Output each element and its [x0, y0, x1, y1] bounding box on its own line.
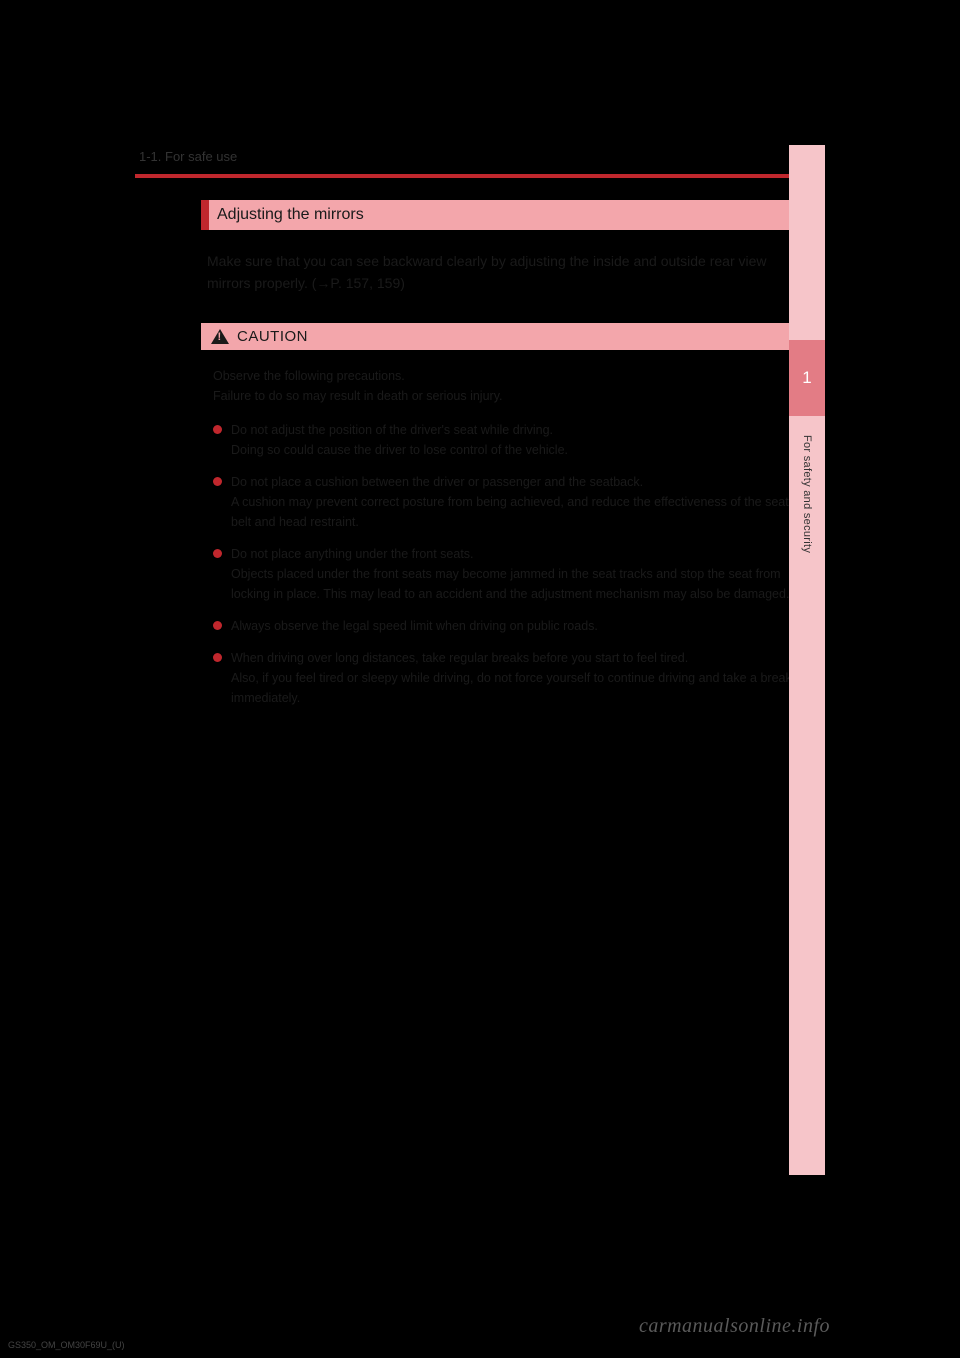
section-header: Adjusting the mirrors [201, 200, 815, 230]
chapter-tab-highlight: 1 [789, 340, 825, 416]
header-divider [135, 174, 825, 178]
chapter-label: For safety and security [801, 435, 813, 553]
caution-header: CAUTION [201, 323, 815, 350]
section-path: 1-1. For safe use [139, 149, 237, 164]
list-item: Do not place a cushion between the drive… [213, 472, 803, 532]
list-item: Do not place anything under the front se… [213, 544, 803, 604]
content-block: Adjusting the mirrors Make sure that you… [135, 200, 825, 708]
caution-label: CAUTION [237, 328, 308, 345]
caution-list: Do not adjust the position of the driver… [201, 420, 815, 708]
warning-icon [211, 329, 229, 344]
list-item: When driving over long distances, take r… [213, 648, 803, 708]
list-item: Do not adjust the position of the driver… [213, 420, 803, 460]
page-header: 1-1. For safe use 31 [135, 145, 825, 166]
footer-code: GS350_OM_OM30F69U_(U) [8, 1340, 125, 1350]
chapter-number: 1 [802, 368, 811, 388]
watermark: carmanualsonline.info [639, 1315, 830, 1338]
section-title: Adjusting the mirrors [217, 206, 801, 224]
intro-paragraph: Make sure that you can see backward clea… [201, 250, 815, 295]
page-container: 1-1. For safe use 31 Adjusting the mirro… [135, 145, 825, 1175]
caution-intro: Observe the following precautions.Failur… [201, 366, 815, 406]
chapter-tab: 1 For safety and security [789, 145, 825, 1175]
list-item: Always observe the legal speed limit whe… [213, 616, 803, 636]
